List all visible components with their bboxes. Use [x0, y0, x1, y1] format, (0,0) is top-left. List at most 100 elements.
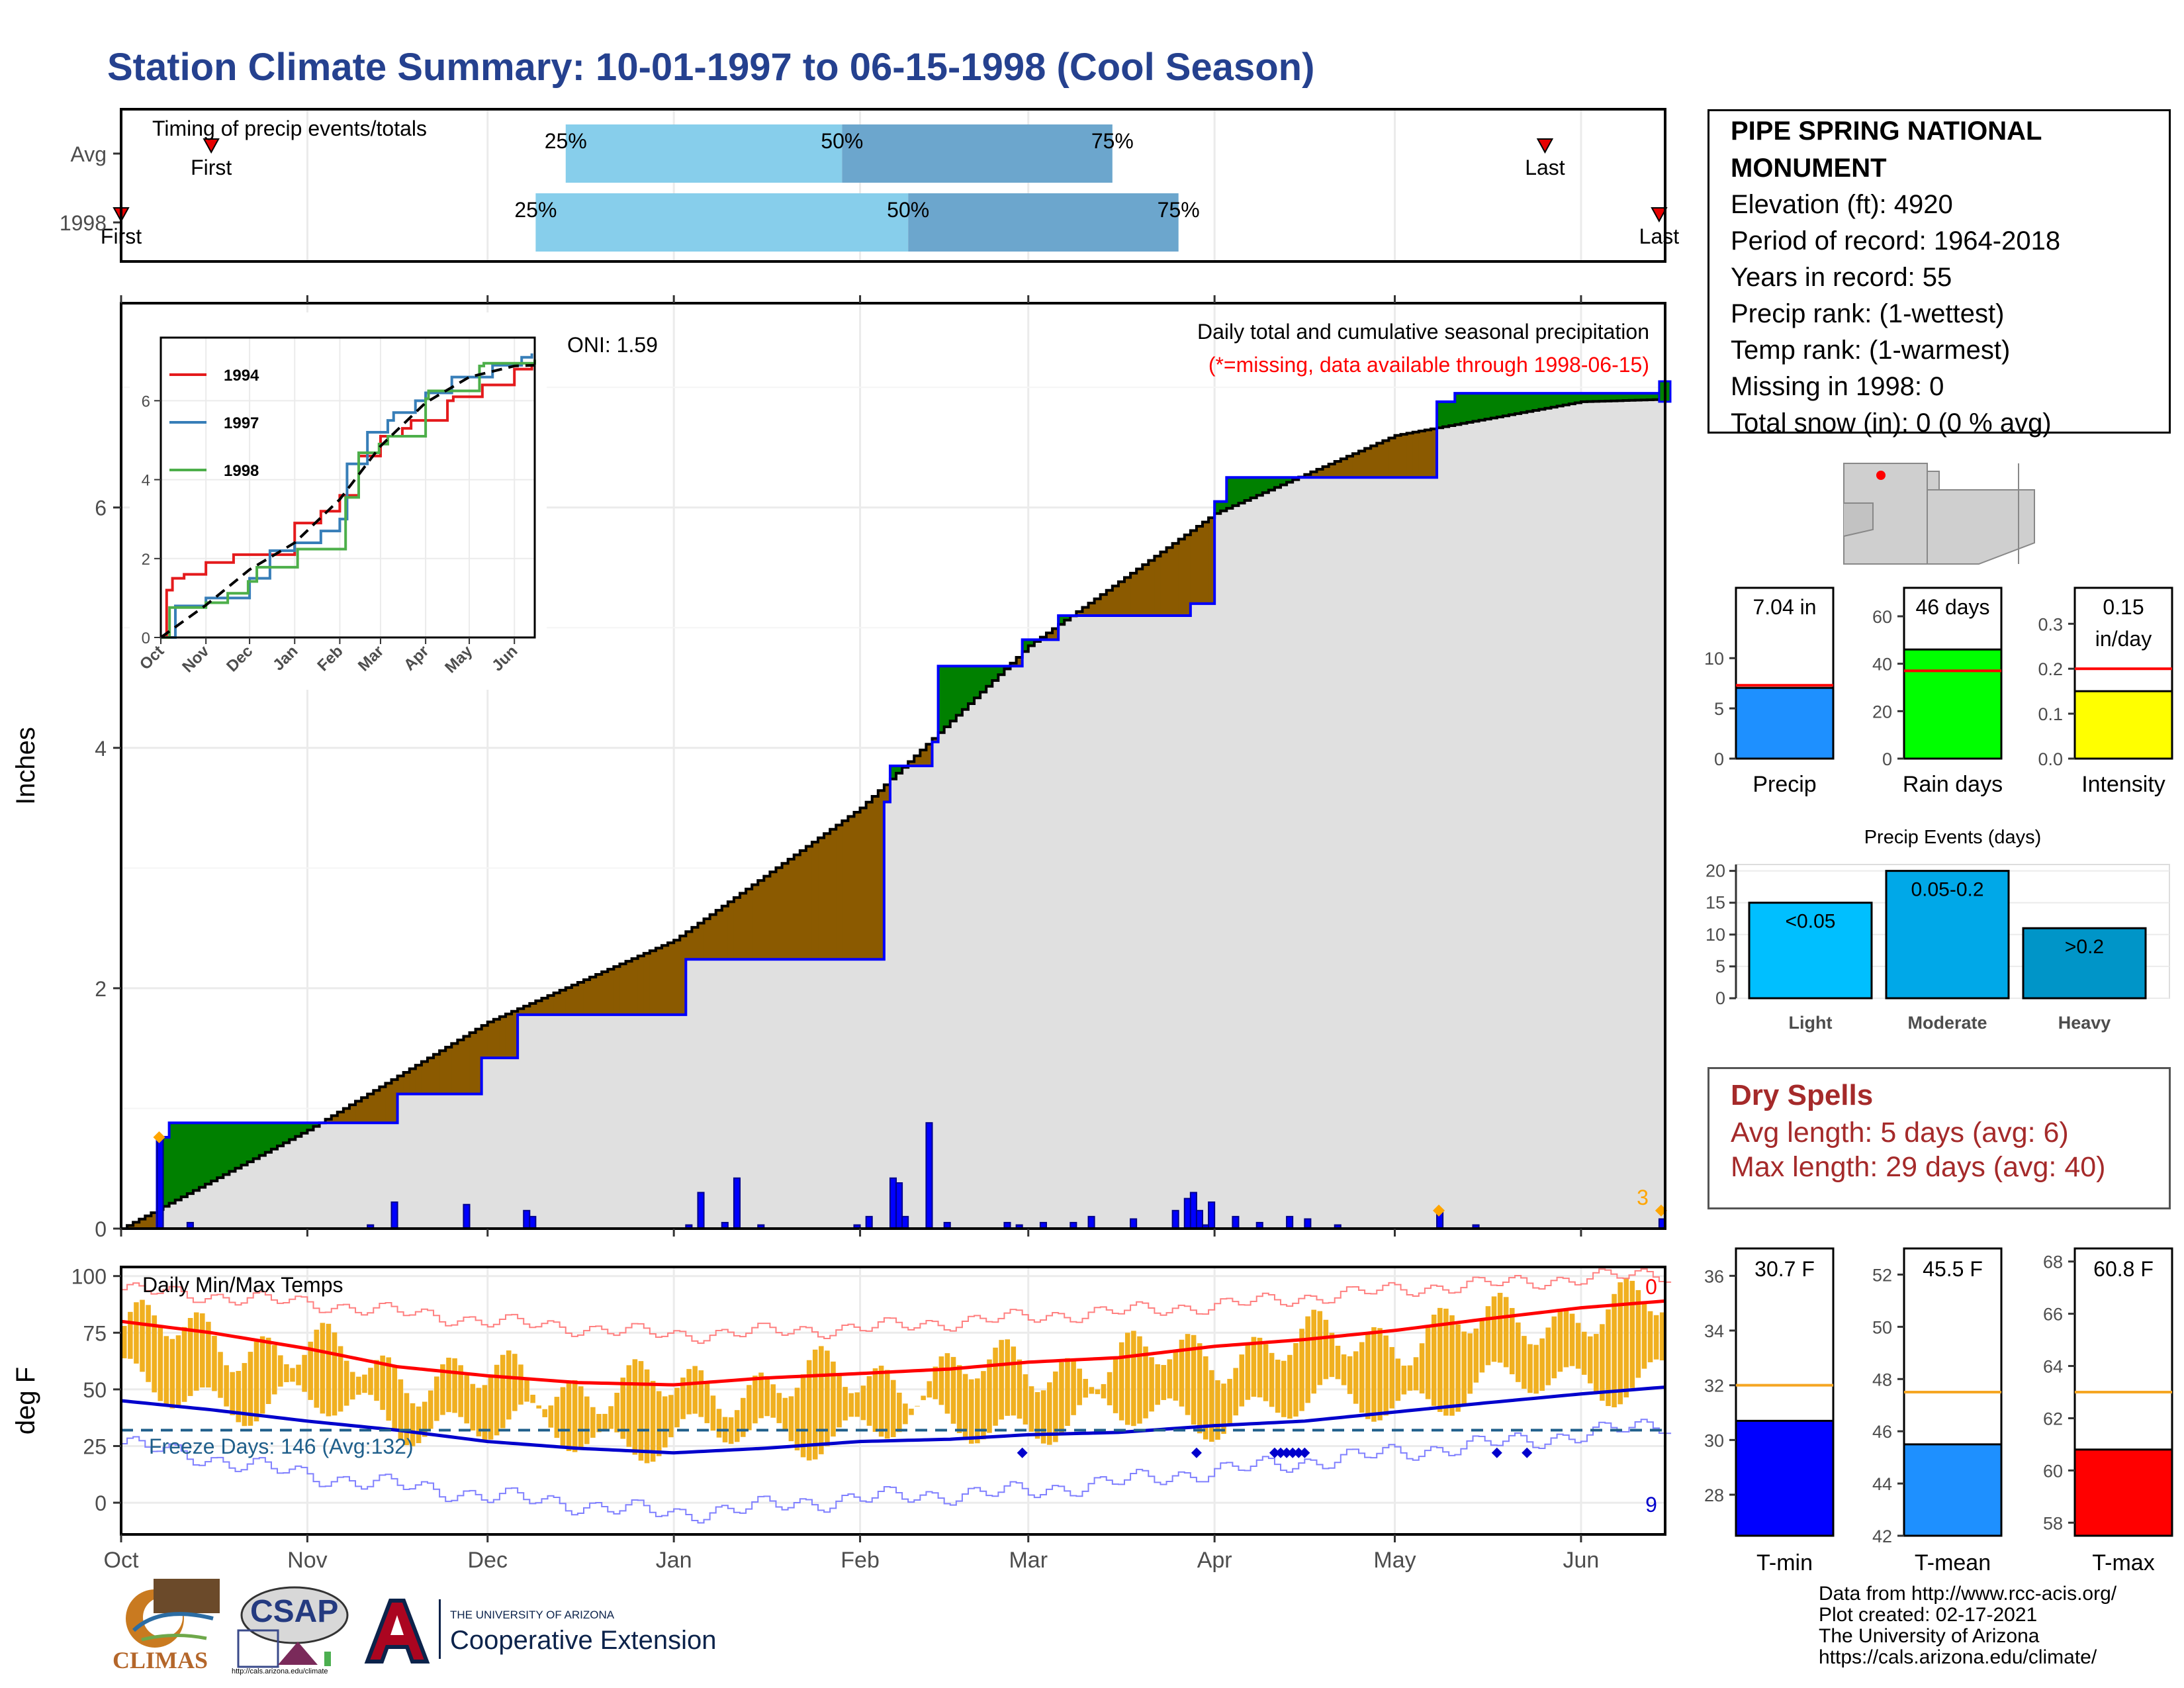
precip-anomaly-fill	[265, 1123, 272, 1152]
temps-daily-bar	[704, 1381, 710, 1423]
temps-daily-bar	[650, 1381, 656, 1462]
temps-daily-bar	[452, 1358, 457, 1413]
precip-deficit-fill	[445, 1047, 452, 1094]
temps-daily-bar	[800, 1374, 806, 1458]
temp-bar-category: T-max	[2092, 1550, 2154, 1575]
precip-deficit-fill	[740, 893, 747, 960]
mini-bar-ytick-label: 5	[1714, 699, 1724, 719]
temps-daily-bar	[181, 1327, 187, 1402]
temps-ytick-label: 0	[95, 1491, 107, 1515]
temps-daily-bar	[1203, 1356, 1208, 1440]
temps-daily-bar	[1659, 1312, 1665, 1361]
inset-ytick-label: 2	[142, 551, 150, 569]
timing-bar-q50-q75	[908, 193, 1179, 252]
precip-daily-bar	[529, 1215, 537, 1229]
temps-daily-bar	[1425, 1327, 1431, 1399]
temps-daily-bar	[1083, 1379, 1089, 1398]
precip-deficit-fill	[571, 984, 578, 1015]
temps-ytick-label: 75	[83, 1321, 107, 1345]
station-precip-rank: Precip rank: (1-wettest)	[1731, 299, 2005, 328]
temps-daily-bar	[1365, 1333, 1371, 1419]
dry-spells-title: Dry Spells	[1731, 1079, 1874, 1111]
temps-daily-bar	[362, 1374, 367, 1393]
temps-daily-bar	[1005, 1339, 1011, 1416]
precip-deficit-fill	[776, 867, 783, 960]
precip-anomaly-fill	[1058, 616, 1065, 625]
precip-daily-bar	[156, 1137, 164, 1230]
precip-deficit-fill	[1046, 633, 1053, 640]
temps-daily-bar	[368, 1368, 373, 1395]
precip-observed-line	[121, 381, 1666, 1230]
temps-daily-bar	[464, 1375, 470, 1424]
temps-daily-bar	[638, 1361, 644, 1461]
side-panels: 0 5 10 7.04 in Precip 0 20 40 60 46 days Rain days…	[1704, 586, 2173, 1575]
precip-anomaly-fill	[1527, 393, 1533, 412]
precip-deficit-fill	[752, 884, 758, 960]
precip-deficit-fill	[727, 902, 735, 960]
mini-bar-ytick-label: 10	[1704, 649, 1724, 669]
precip-deficit-fill	[1340, 459, 1347, 478]
timing-frame	[120, 108, 1666, 263]
temps-daily-bar	[1443, 1308, 1449, 1416]
precip-deficit-fill	[1190, 530, 1197, 604]
ua-divider	[439, 1599, 441, 1659]
precip-deficit-fill	[692, 927, 699, 960]
temps-xtick-label: Jun	[1563, 1548, 1599, 1573]
temps-daily-bar	[620, 1378, 626, 1439]
temps-daily-bar	[668, 1395, 674, 1438]
mini-bar-category: Rain days	[1903, 772, 2003, 797]
station-snow: Total snow (in): 0 (0 % avg)	[1731, 408, 2052, 438]
temps-daily-bar	[128, 1311, 133, 1359]
events-bar-label: 0.05-0.2	[1911, 879, 1983, 901]
precip-deficit-fill	[872, 796, 879, 960]
precip-deficit-fill	[1172, 543, 1179, 616]
temps-record-low-marker	[1522, 1447, 1533, 1458]
temp-bar-fill	[1903, 1443, 2003, 1537]
temps-daily-bar	[866, 1376, 872, 1426]
precip-anomaly-fill	[1593, 393, 1600, 402]
precip-deficit-fill	[1094, 598, 1101, 616]
temps-daily-bar	[1287, 1354, 1293, 1419]
precip-anomaly-fill	[1238, 477, 1246, 503]
temp-bar-ytick-label: 36	[1704, 1266, 1724, 1286]
temps-ytick-label: 25	[83, 1434, 107, 1458]
precip-deficit-fill	[439, 1051, 446, 1094]
temps-daily-bar	[134, 1302, 139, 1364]
precip-anomaly-fill	[1220, 501, 1227, 511]
precip-deficit-fill	[854, 812, 861, 960]
temps-daily-bar	[944, 1353, 950, 1414]
temps-daily-bar	[1522, 1336, 1527, 1389]
precip-deficit-fill	[535, 1000, 543, 1015]
temps-daily-bar	[1377, 1328, 1383, 1421]
events-ytick-label: 10	[1706, 925, 1725, 945]
temps-daily-bar	[1197, 1343, 1203, 1434]
precip-daily-bar	[1304, 1218, 1312, 1230]
precip-daily-bar	[1195, 1209, 1204, 1230]
station-location-marker	[1876, 471, 1886, 480]
precip-deficit-fill	[397, 1076, 404, 1094]
precip-missing-note: (*=missing, data available through 1998-…	[1208, 353, 1649, 377]
temps-daily-bar	[1641, 1301, 1647, 1369]
precip-anomaly-fill	[1214, 501, 1221, 514]
temps-daily-bar	[1629, 1280, 1635, 1388]
temps-daily-bar	[1600, 1324, 1605, 1401]
temps-daily-bar	[860, 1385, 866, 1421]
precip-deficit-fill	[674, 940, 680, 1015]
temp-bar-ytick-label: 42	[1872, 1526, 1892, 1546]
temps-daily-bar	[248, 1352, 253, 1426]
temp-bar-ytick-label: 58	[2043, 1513, 2063, 1533]
precip-daily-bar	[1208, 1201, 1216, 1229]
mini-bar-ytick-label: 0	[1714, 749, 1724, 769]
mini-bar-category: Intensity	[2081, 772, 2165, 797]
temps-daily-bar	[1539, 1338, 1545, 1391]
precip-deficit-fill	[746, 888, 752, 960]
precip-daily-bar	[1286, 1215, 1294, 1229]
temps-daily-bar	[1467, 1333, 1473, 1394]
ua-a-icon	[364, 1599, 430, 1664]
temp-bar-fill	[1735, 1419, 1835, 1537]
precip-anomaly-fill	[1629, 393, 1636, 400]
precip-oni-label: ONI: 1.59	[567, 333, 658, 357]
temps-record-low-marker	[1269, 1447, 1280, 1458]
station-period: Period of record: 1964-2018	[1731, 226, 2061, 256]
